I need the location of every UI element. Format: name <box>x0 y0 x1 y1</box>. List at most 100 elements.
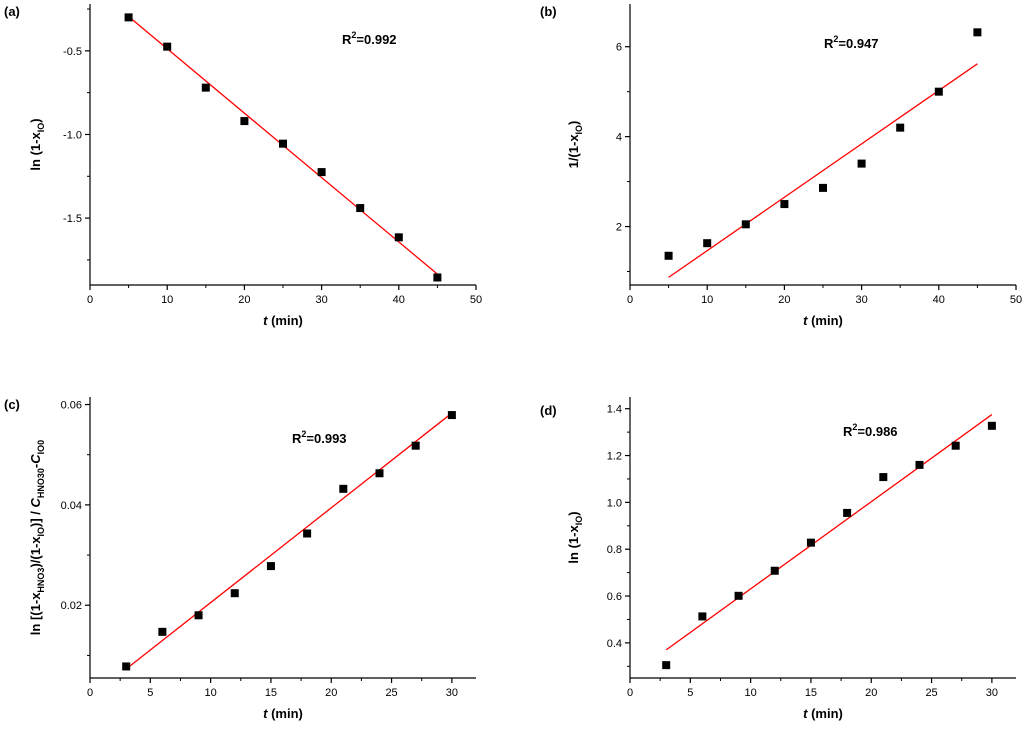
x-tick-label: 20 <box>238 294 250 306</box>
chart-panel-b: 0 10 20 30 40 50 2 4 6 (b) R2=0.947 t (min) 1/(1-xIO… <box>540 4 1022 328</box>
data-point <box>879 473 888 482</box>
x-axis-title: t (min) <box>803 313 843 328</box>
x-tick-label: 5 <box>147 687 153 699</box>
data-point <box>741 220 750 229</box>
y-tick-label: 0.4 <box>607 638 622 650</box>
x-tick-label: 5 <box>687 687 693 699</box>
data-point <box>662 661 671 670</box>
y-tick-label: 0.04 <box>61 500 82 512</box>
y-tick-label: 4 <box>616 132 622 144</box>
data-point <box>973 28 982 37</box>
data-point <box>703 239 712 248</box>
x-tick-label: 30 <box>855 294 867 306</box>
x-tick-label: 0 <box>87 687 93 699</box>
panel-label: (c) <box>4 397 20 412</box>
data-point <box>806 538 815 547</box>
data-point <box>339 484 348 493</box>
data-point <box>317 168 326 177</box>
data-point <box>915 460 924 469</box>
y-tick-label: 0.06 <box>61 400 82 412</box>
data-point <box>230 589 239 598</box>
data-point <box>664 251 673 260</box>
x-axis-title: t (min) <box>263 313 303 328</box>
panel-label: (d) <box>540 403 557 418</box>
data-point <box>163 42 172 51</box>
data-point <box>411 441 420 450</box>
data-point <box>770 566 779 575</box>
x-tick-label: 0 <box>627 294 633 306</box>
x-tick-label: 15 <box>805 687 817 699</box>
x-tick-label: 30 <box>446 687 458 699</box>
data-point <box>122 662 131 671</box>
y-tick-label: -1.5 <box>63 213 82 225</box>
data-point <box>356 204 365 213</box>
data-point <box>843 508 852 517</box>
y-axis-title: ln (1-xIO) <box>28 118 46 170</box>
y-tick-label: 1.2 <box>607 451 622 463</box>
y-tick-label: 1.4 <box>607 404 622 416</box>
panel-label: (a) <box>4 4 20 19</box>
x-tick-label: 25 <box>925 687 937 699</box>
r-squared-label: R2=0.992 <box>342 30 397 47</box>
y-tick-label: 1.0 <box>607 497 622 509</box>
x-tick-label: 10 <box>745 687 757 699</box>
x-tick-label: 10 <box>701 294 713 306</box>
data-point <box>934 87 943 96</box>
y-tick-label: 0.8 <box>607 544 622 556</box>
x-tick-label: 15 <box>265 687 277 699</box>
r-squared-label: R2=0.947 <box>824 34 879 51</box>
y-tick-label: 0.6 <box>607 591 622 603</box>
x-tick-label: 25 <box>385 687 397 699</box>
fit-line <box>125 412 453 670</box>
data-point <box>279 139 287 148</box>
x-tick-label: 0 <box>87 294 93 306</box>
y-tick-label: 0.02 <box>61 600 82 612</box>
x-tick-label: 20 <box>778 294 790 306</box>
y-tick-label: -1.0 <box>63 129 82 141</box>
x-tick-label: 10 <box>161 294 173 306</box>
data-point <box>734 591 743 600</box>
data-point <box>433 273 442 282</box>
fit-line <box>665 414 993 651</box>
x-tick-label: 20 <box>325 687 337 699</box>
x-tick-label: 50 <box>470 294 482 306</box>
chart-panel-d: 0 5 10 15 20 25 30 0.4 0.6 0.8 1.0 1.2 1.4 (d) R2=0.98… <box>540 397 1016 721</box>
y-axis-title: ln (1-xIO) <box>566 511 584 563</box>
x-tick-label: 40 <box>933 294 945 306</box>
data-point <box>303 529 312 538</box>
data-point <box>780 200 789 209</box>
chart-panel-a: 0 10 20 30 40 50 -0.5 -1.0 -1.5 (a) R2=0.992 t (min… <box>4 4 482 328</box>
data-point <box>240 117 249 126</box>
data-point <box>857 159 866 168</box>
data-point <box>987 421 996 430</box>
data-point <box>201 83 210 92</box>
x-axis-title: t (min) <box>803 706 843 721</box>
fit-line <box>668 63 978 278</box>
data-point <box>698 612 707 621</box>
data-point <box>124 13 133 22</box>
x-tick-label: 10 <box>205 687 217 699</box>
x-tick-label: 50 <box>1010 294 1022 306</box>
y-tick-label: 6 <box>616 42 622 54</box>
x-axis-title: t (min) <box>263 706 303 721</box>
y-tick-label: -0.5 <box>63 46 82 58</box>
panel-label: (b) <box>540 4 557 19</box>
data-point <box>447 411 456 420</box>
y-tick-label: 2 <box>616 222 622 234</box>
data-point <box>394 233 403 242</box>
data-point <box>951 441 960 450</box>
chart-panel-c: 0 5 10 15 20 25 30 0.02 0.04 0.06 (c) R2=0.993 t (mi… <box>4 397 476 721</box>
x-tick-label: 30 <box>986 687 998 699</box>
x-tick-label: 0 <box>627 687 633 699</box>
data-point <box>194 611 203 620</box>
r-squared-label: R2=0.986 <box>843 422 898 439</box>
data-point <box>819 183 827 192</box>
r-squared-label: R2=0.993 <box>292 429 347 446</box>
x-tick-label: 20 <box>865 687 877 699</box>
y-axis-title: ln [(1-xHNO3)/(1-xIO)] / CHNO30-CIO0 <box>28 440 46 635</box>
data-point <box>266 562 275 571</box>
data-point <box>158 627 167 636</box>
x-tick-label: 40 <box>393 294 405 306</box>
y-axis-title: 1/(1-xIO) <box>566 121 584 169</box>
